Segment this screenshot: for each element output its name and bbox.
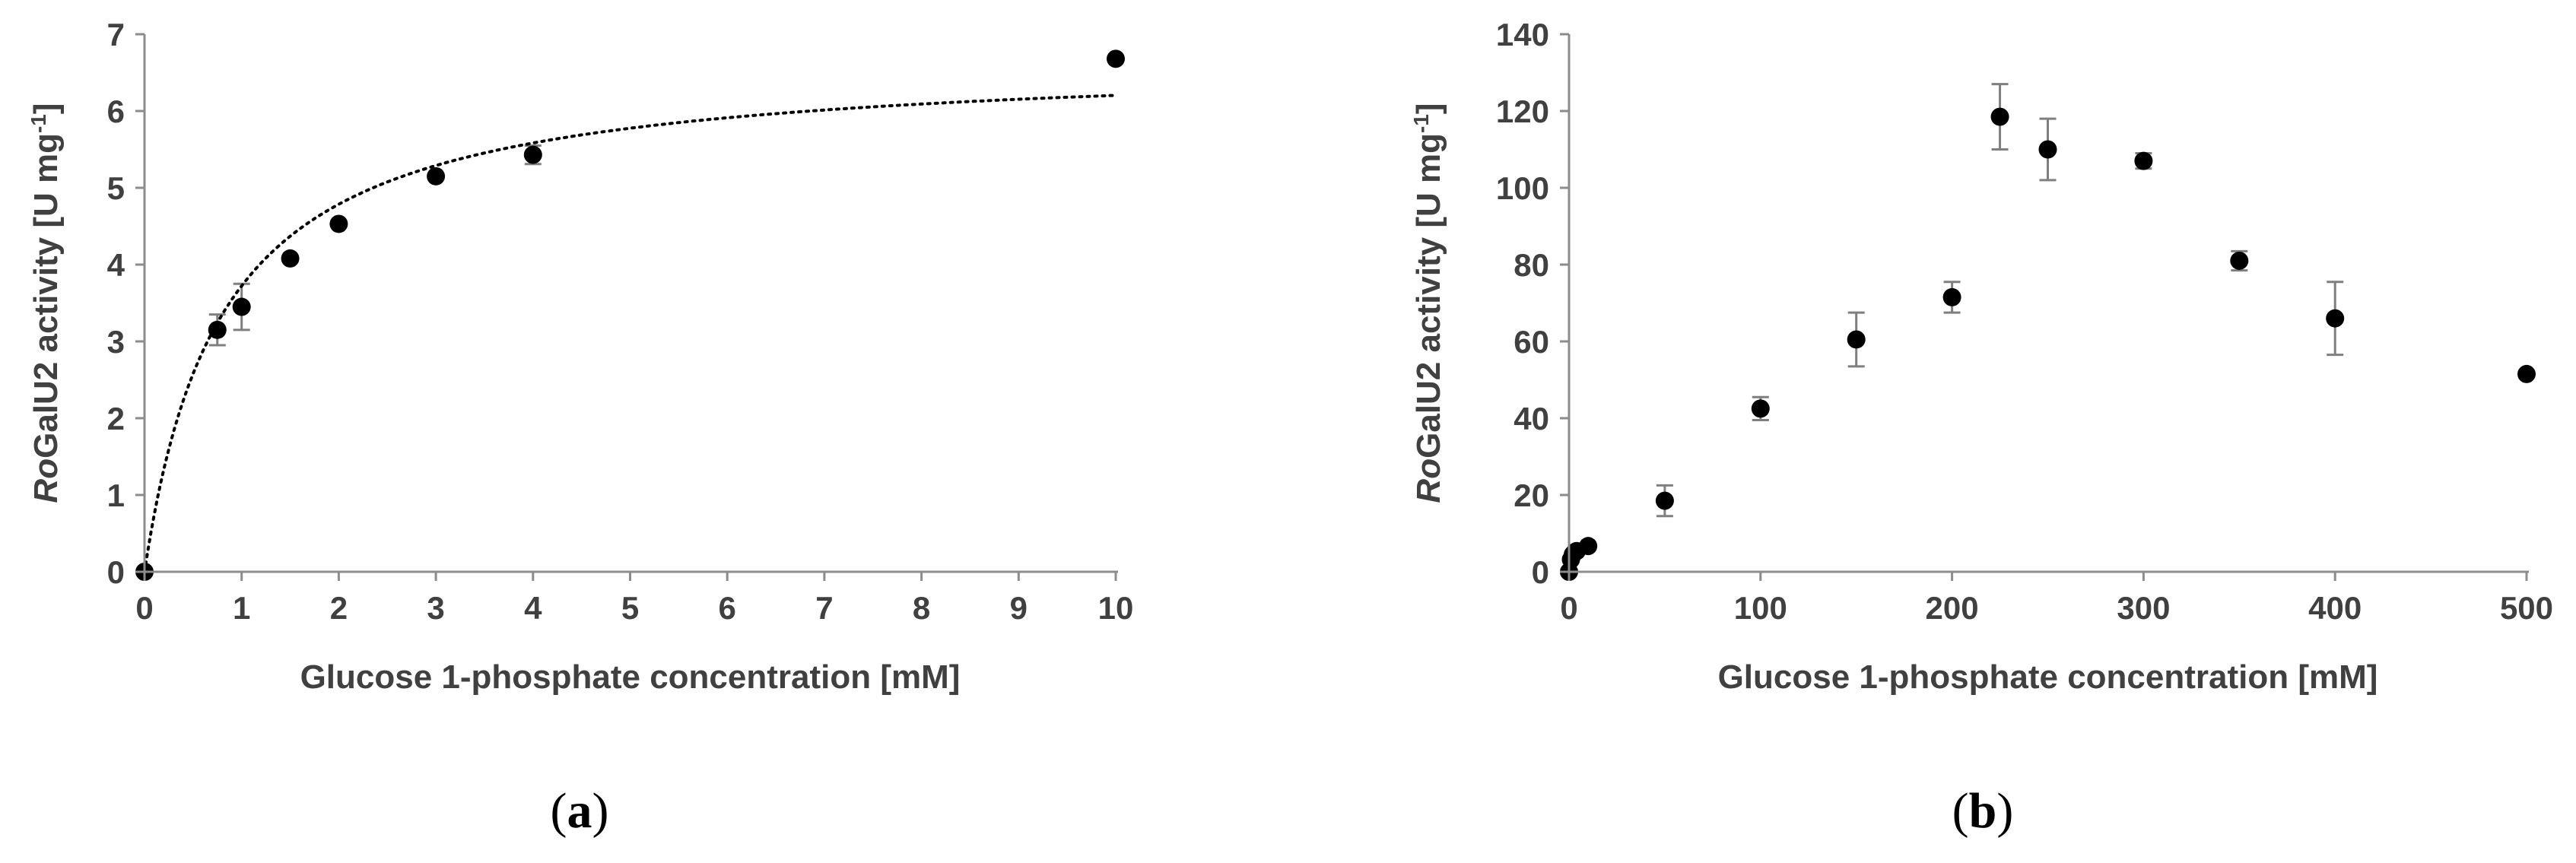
panel-b-y-axis-title: RoGalU2 activity [U mg-1] [1409,103,1448,503]
data-point [329,214,348,233]
data-point [1107,49,1125,68]
panel-a-caption: (a) [551,783,609,839]
panel-b-data-points [1560,107,2536,581]
data-point [2038,140,2057,159]
data-point [1751,399,1770,418]
y-tick-label: 20 [1514,478,1549,513]
data-point [2230,251,2249,270]
x-tick-label: 8 [913,590,930,626]
y-tick-label: 40 [1514,401,1549,436]
panel-b-error-bars [1656,83,2344,518]
data-point [1847,330,1866,349]
x-tick-label: 4 [524,590,542,626]
panel-a-data-points [135,49,1125,581]
panel-a-y-ticks: 0 1 2 3 4 5 6 7 [107,17,145,590]
panel-b-caption-letter: b [1969,783,1997,839]
y-tick-label: 6 [107,94,125,129]
panel-a-y-title-italic: Ro [27,458,65,503]
x-tick-label: 7 [815,590,833,626]
x-tick-label: 200 [1926,590,1979,626]
panel-b-y-title-sup: -1 [1409,114,1433,133]
panel-a-caption-letter: a [567,783,592,839]
panel-a-error-bars [208,144,542,347]
x-tick-label: 0 [1560,590,1577,626]
x-tick-label: 3 [427,590,444,626]
x-tick-label: 300 [2117,590,2170,626]
panel-a-y-title-close: ] [27,103,65,114]
x-tick-label: 2 [330,590,348,626]
x-tick-label: 5 [621,590,639,626]
y-tick-label: 0 [107,554,125,590]
y-tick-label: 5 [107,170,125,206]
panel-a-y-title-sup: -1 [27,114,50,133]
data-point [232,297,251,316]
data-point [523,145,542,164]
x-tick-label: 100 [1734,590,1787,626]
x-tick-label: 0 [135,590,153,626]
panel-a-x-axis-title: Glucose 1-phosphate concentration [mM] [300,658,961,696]
y-tick-label: 140 [1496,17,1549,52]
data-point [1990,107,2009,126]
y-tick-label: 1 [107,478,125,513]
data-point [2326,309,2345,328]
data-point [1579,537,1598,556]
x-tick-label: 500 [2500,590,2553,626]
panel-b-y-ticks: 0 20 40 60 80 100 120 140 [1496,17,1569,590]
panel-a-y-title-text: GalU2 activity [U mg [27,133,65,458]
data-point [1942,287,1961,306]
data-point [427,167,446,186]
panel-b-x-ticks: 0 100 200 300 400 500 [1560,572,2553,626]
panel-b-y-title-text: GalU2 activity [U mg [1410,133,1447,458]
x-tick-label: 400 [2308,590,2362,626]
y-tick-label: 3 [107,324,125,360]
data-point [2134,151,2153,170]
data-point [2517,364,2536,383]
panel-b-caption: (b) [1952,783,2014,839]
x-tick-label: 1 [233,590,250,626]
x-tick-label: 9 [1010,590,1028,626]
data-point [208,320,227,339]
y-tick-label: 120 [1496,94,1549,129]
panel-a-fit-curve [143,94,1117,573]
panel-b-y-title-italic: Ro [1410,458,1447,503]
y-tick-label: 2 [107,401,125,436]
panel-b-x-axis-title: Glucose 1-phosphate concentration [mM] [1718,658,2378,696]
panel-a-chart: 0 1 2 3 4 5 6 7 8 9 10 0 1 2 3 4 5 6 7 Glucose 1-phosphat… [27,17,1134,839]
x-tick-label: 6 [719,590,736,626]
panel-b-y-title-close: ] [1410,103,1447,114]
y-tick-label: 80 [1514,247,1549,283]
data-point [1655,491,1674,510]
panel-a-y-axis-title: RoGalU2 activity [U mg-1] [27,103,65,503]
panel-a-x-ticks: 0 1 2 3 4 5 6 7 8 9 10 [135,572,1133,626]
y-tick-label: 60 [1514,324,1549,360]
x-tick-label: 10 [1098,590,1134,626]
y-tick-label: 7 [107,17,125,52]
y-tick-label: 4 [107,247,125,283]
panel-b-chart: 0 100 200 300 400 500 0 20 40 60 80 100 120 140 Gluc… [1409,17,2554,839]
y-tick-label: 100 [1496,170,1549,206]
y-tick-label: 0 [1532,554,1549,590]
data-point [281,249,300,268]
